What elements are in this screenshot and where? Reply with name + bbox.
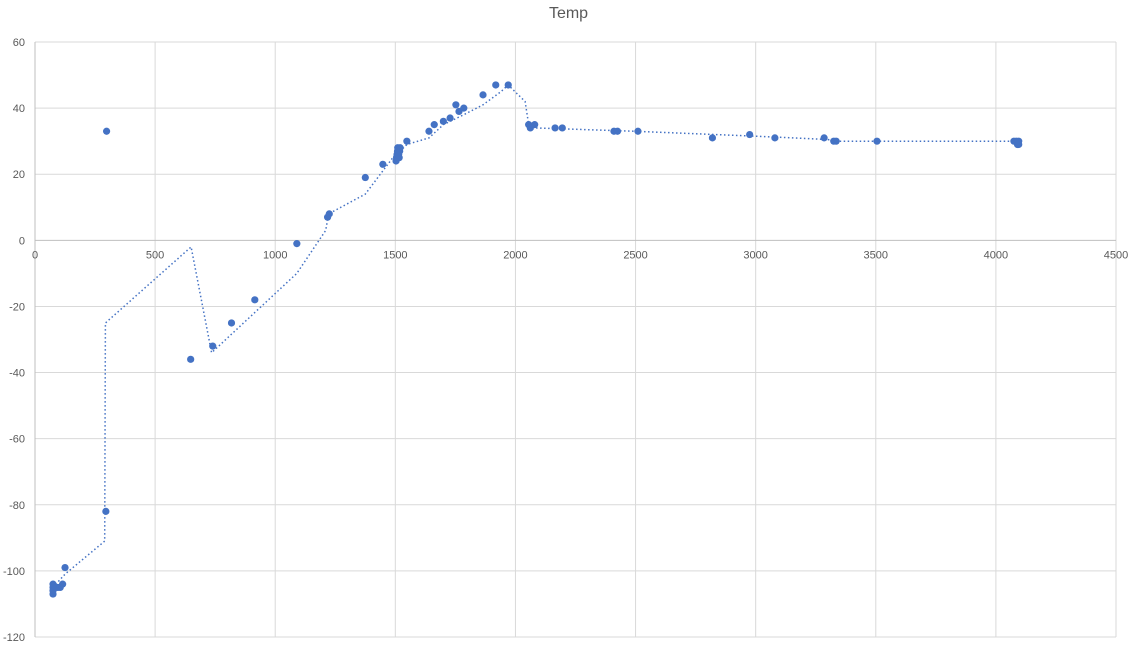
y-tick-label: -20 [9, 301, 25, 313]
gridlines [35, 41, 1117, 638]
y-tick-label: -80 [9, 500, 25, 512]
data-point [746, 130, 754, 139]
data-point [379, 160, 387, 168]
data-point [61, 563, 69, 572]
trendline [52, 83, 1019, 588]
x-tick-label: 3500 [864, 249, 888, 261]
data-point [873, 137, 881, 145]
data-point [102, 507, 110, 515]
chart-title: Temp [548, 5, 589, 22]
data-point [479, 91, 487, 99]
data-point [531, 121, 539, 129]
x-tick-label: 4000 [984, 249, 1008, 261]
y-tick-label: 40 [13, 103, 25, 115]
data-point [551, 124, 559, 132]
x-tick-label: 1000 [263, 249, 287, 261]
data-point [396, 144, 404, 152]
y-tick-label: -40 [9, 368, 25, 380]
data-point [361, 173, 369, 182]
data-point [708, 134, 717, 142]
data-point [49, 590, 57, 598]
data-point [403, 137, 411, 145]
data-point [325, 210, 333, 218]
x-tick-label: 0 [32, 249, 38, 261]
data-point [492, 81, 500, 89]
axes [34, 42, 1116, 637]
data-point [102, 127, 111, 135]
data-point [187, 355, 195, 363]
y-tick-label: -100 [3, 566, 25, 578]
data-point [1015, 140, 1023, 149]
data-point [395, 154, 403, 162]
data-point [452, 101, 460, 109]
x-tick-label: 1500 [383, 249, 407, 261]
trendline-layer [52, 83, 1019, 588]
y-tick-label: 60 [13, 37, 25, 49]
data-point [251, 296, 259, 304]
data-point [634, 127, 642, 135]
data-point [504, 81, 512, 89]
data-point [446, 114, 454, 122]
x-tick-label: 500 [146, 249, 164, 261]
data-point [59, 580, 67, 588]
data-point [613, 127, 622, 135]
x-tick-label: 2000 [503, 249, 527, 261]
y-tick-label: 0 [19, 235, 25, 247]
data-point [209, 342, 217, 350]
y-tick-label: -120 [3, 632, 25, 644]
x-tick-label: 2500 [623, 249, 647, 261]
data-point [558, 124, 566, 132]
data-point [430, 121, 438, 129]
y-tick-label: -60 [9, 434, 25, 446]
data-point [227, 319, 236, 327]
data-points [49, 81, 1023, 598]
data-point [460, 104, 468, 112]
y-tick-label: 20 [13, 169, 25, 181]
data-point [771, 134, 779, 142]
data-point [832, 137, 840, 145]
x-tick-label: 4500 [1104, 249, 1128, 261]
data-point [293, 240, 301, 248]
data-point [820, 134, 828, 142]
data-point [425, 127, 433, 135]
tick-labels: -120 -100 -80 -60 -40 -20 0 20 40 60 0 500 1000 1500 2… [3, 37, 1128, 644]
data-point [439, 117, 447, 125]
x-tick-label: 3000 [743, 249, 767, 261]
